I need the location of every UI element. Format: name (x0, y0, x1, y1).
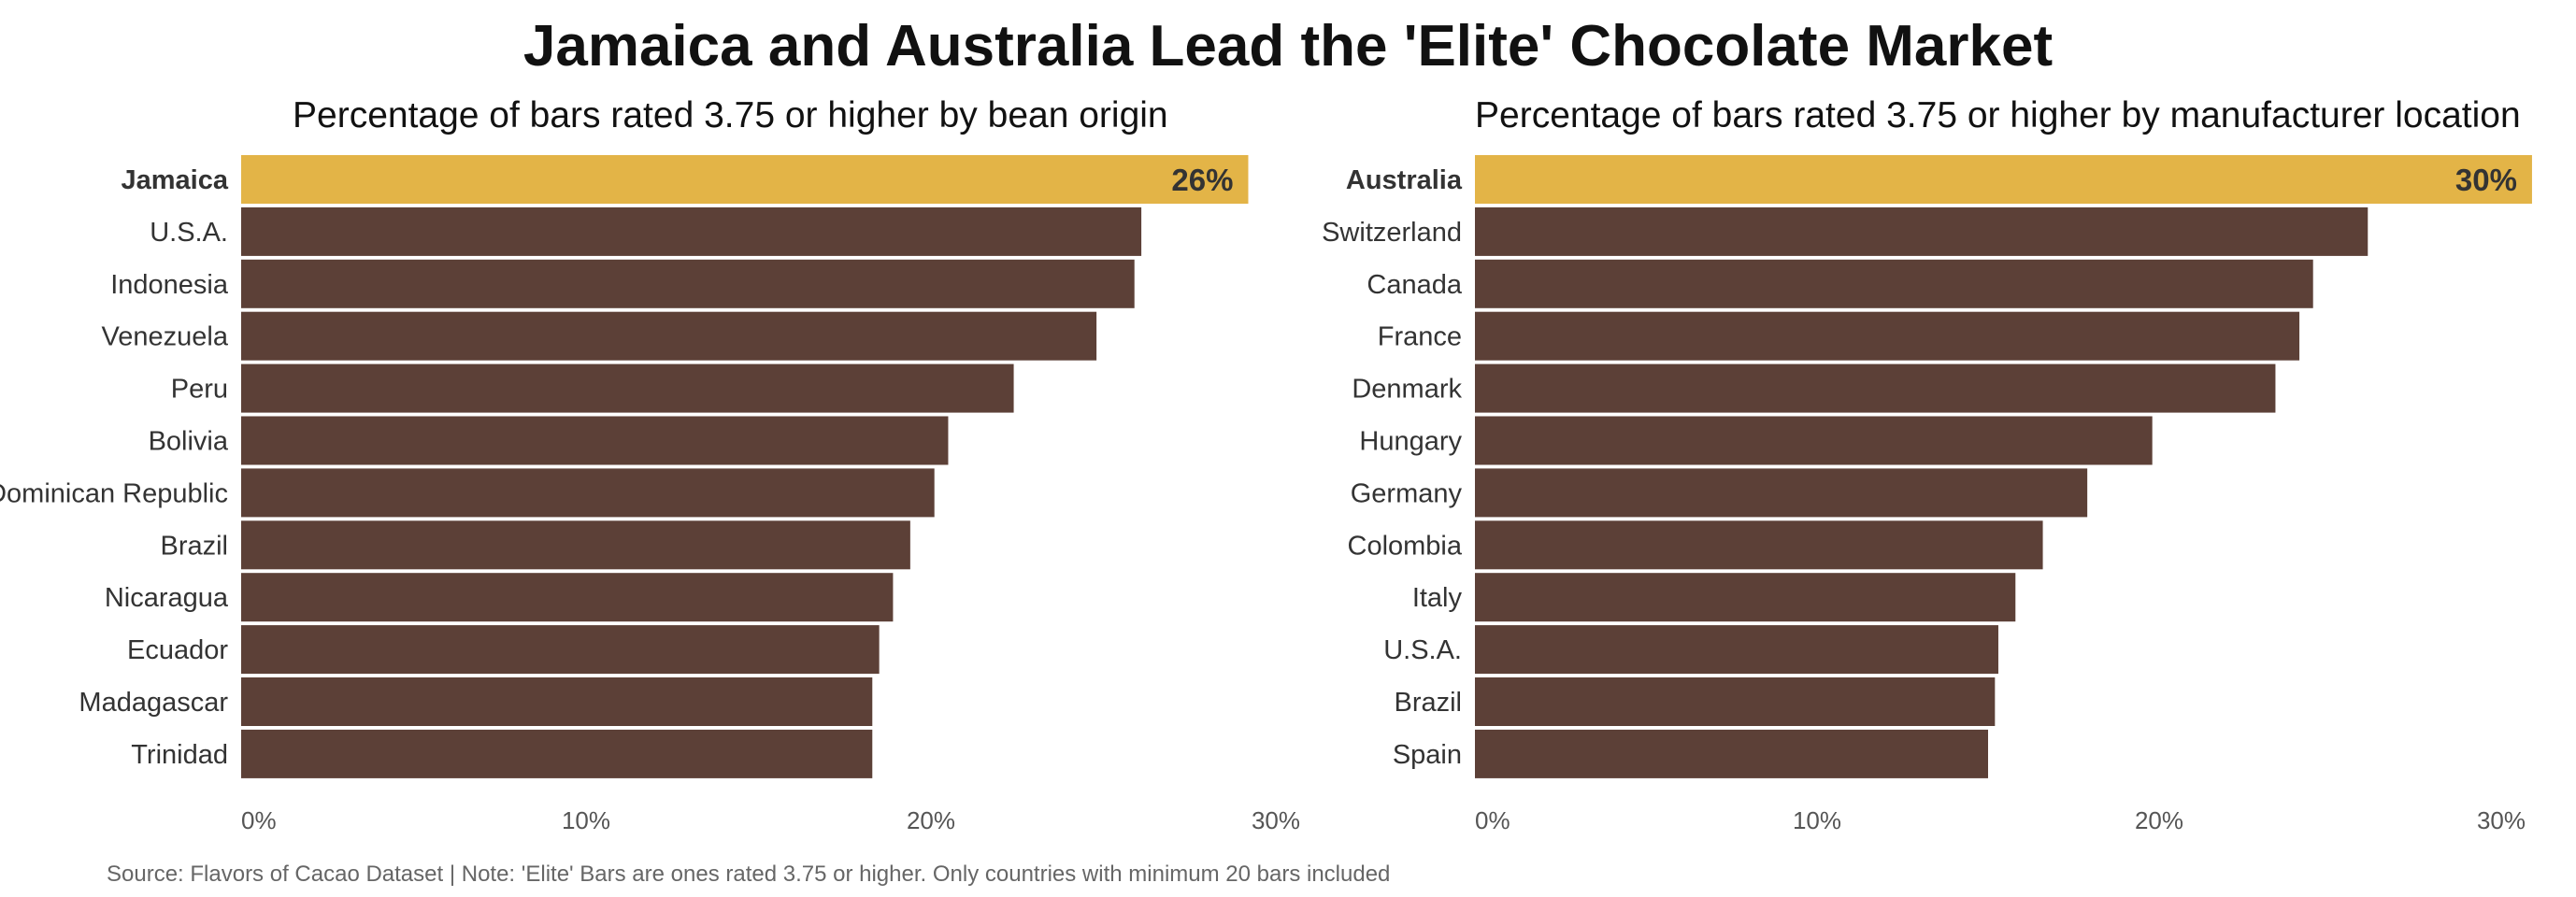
bar-germany (1475, 468, 2088, 518)
category-label: U.S.A. (1383, 635, 1462, 665)
bar-indonesia (241, 259, 1135, 308)
bar-denmark (1475, 363, 2276, 413)
bar-italy (1475, 573, 2016, 622)
main-title: Jamaica and Australia Lead the 'Elite' C… (522, 14, 2054, 78)
source-caption: Source: Flavors of Cacao Dataset | Note:… (107, 861, 1391, 887)
bar-bolivia (241, 416, 949, 465)
bar-u-s-a- (241, 206, 1142, 256)
bar-madagascar (241, 677, 873, 726)
bar-u-s-a- (1475, 625, 1998, 675)
category-label: Germany (1351, 478, 1463, 508)
category-label: Spain (1393, 740, 1462, 770)
category-label: Italy (1412, 583, 1463, 613)
category-label: Dominican Republic (0, 478, 228, 508)
category-label: Trinidad (131, 740, 228, 770)
category-label: Denmark (1352, 375, 1462, 405)
right-panel-title: Percentage of bars rated 3.75 or higher … (1475, 95, 2521, 135)
highlight-value-label: 30% (2455, 163, 2517, 197)
category-label: Indonesia (110, 270, 229, 300)
bar-canada (1475, 259, 2313, 308)
bar-spain (1475, 729, 1988, 778)
category-label: Hungary (1359, 427, 1462, 457)
bar-venezuela (241, 311, 1097, 361)
bar-jamaica (241, 155, 1249, 204)
highlight-value-label: 26% (1171, 163, 1233, 197)
category-label: Colombia (1348, 531, 1463, 561)
category-label: Venezuela (102, 322, 229, 352)
bar-hungary (1475, 416, 2153, 465)
x-tick-label: 20% (907, 806, 955, 834)
bar-colombia (1475, 520, 2043, 570)
category-label: Nicaragua (105, 583, 229, 613)
category-label: U.S.A. (150, 218, 228, 248)
category-label: Brazil (160, 531, 228, 561)
bar-switzerland (1475, 206, 2368, 256)
category-label: France (1378, 322, 1462, 352)
x-tick-label: 10% (562, 806, 610, 834)
left-panel-title: Percentage of bars rated 3.75 or higher … (293, 95, 1168, 135)
category-label: Peru (171, 375, 228, 405)
category-label: Canada (1367, 270, 1462, 300)
x-tick-label: 30% (2477, 806, 2526, 834)
category-label: Australia (1346, 165, 1463, 195)
bar-australia (1475, 155, 2532, 204)
x-tick-label: 20% (2135, 806, 2183, 834)
bar-trinidad (241, 729, 873, 778)
bar-peru (241, 363, 1014, 413)
x-tick-label: 10% (1793, 806, 1841, 834)
bar-brazil (1475, 677, 1996, 726)
x-tick-label: 30% (1252, 806, 1300, 834)
x-tick-label: 0% (1475, 806, 1510, 834)
bar-dominican-republic (241, 468, 935, 518)
bar-nicaragua (241, 573, 894, 622)
x-tick-label: 0% (241, 806, 277, 834)
category-label: Switzerland (1322, 218, 1462, 248)
category-label: Ecuador (127, 635, 228, 665)
bar-ecuador (241, 625, 880, 675)
category-label: Jamaica (122, 165, 229, 195)
category-label: Madagascar (79, 688, 228, 718)
bar-france (1475, 311, 2300, 361)
category-label: Brazil (1394, 688, 1462, 718)
category-label: Bolivia (149, 427, 229, 457)
left-bar-chart: Jamaica 26% U.S.A. Indonesia Venezuela Peru Bo… (0, 155, 1300, 834)
bar-brazil (241, 520, 910, 570)
right-bar-chart: Australia 30% Switzerland Canada France Denma… (1322, 155, 2532, 834)
